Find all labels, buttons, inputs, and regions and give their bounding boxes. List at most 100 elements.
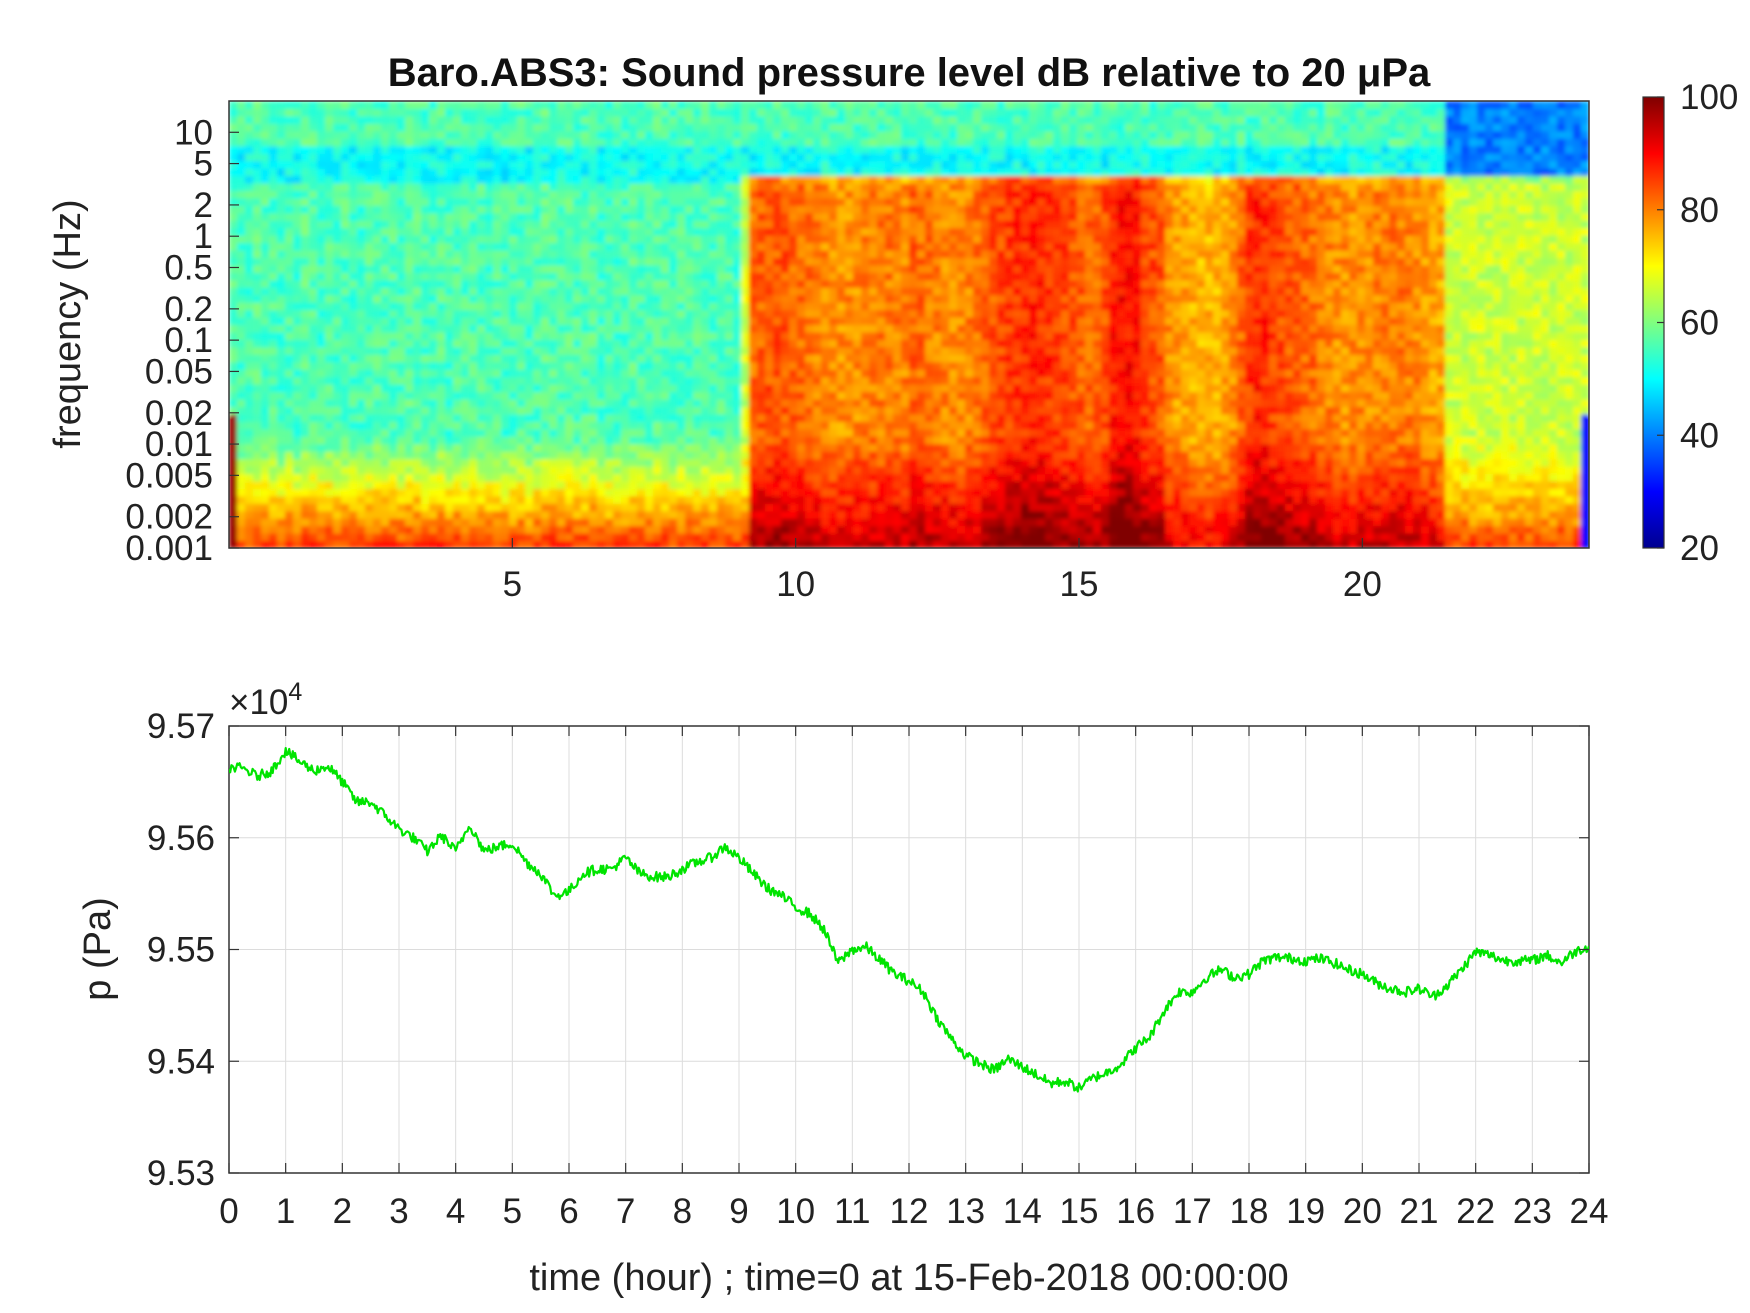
- spectrogram-cell: [333, 346, 342, 355]
- spectrogram-cell: [485, 242, 494, 251]
- spectrogram-cell: [389, 518, 398, 527]
- spectrogram-cell: [381, 473, 390, 482]
- spectrogram-cell: [501, 272, 510, 281]
- spectrogram-cell: [701, 495, 710, 504]
- spectrogram-cell: [765, 309, 774, 318]
- spectrogram-cell: [469, 264, 478, 273]
- spectrogram-cell: [237, 130, 246, 139]
- spectrogram-cell: [597, 123, 606, 132]
- spectrogram-cell: [629, 488, 638, 497]
- spectrogram-cell: [541, 160, 550, 169]
- spectrogram-cell: [253, 369, 262, 378]
- spectrogram-cell: [501, 354, 510, 363]
- spectrogram-cell: [685, 451, 694, 460]
- spectrogram-cell: [845, 480, 854, 489]
- spectrogram-cell: [389, 346, 398, 355]
- spectrogram-cell: [389, 428, 398, 437]
- spectrogram-cell: [341, 250, 350, 259]
- spectrogram-cell: [781, 130, 790, 139]
- spectrogram-cell: [733, 525, 742, 534]
- spectrogram-cell: [301, 205, 310, 214]
- spectrogram-cell: [861, 533, 870, 542]
- spectrogram-cell: [805, 309, 814, 318]
- spectrogram-cell: [725, 257, 734, 266]
- spectrogram-cell: [533, 369, 542, 378]
- spectrogram-cell: [557, 413, 566, 422]
- spectrogram-cell: [717, 421, 726, 430]
- spectrogram-cell: [701, 473, 710, 482]
- spectrogram-cell: [589, 115, 598, 124]
- spectrogram-cell: [437, 413, 446, 422]
- spectrogram-cell: [741, 376, 750, 385]
- spectrogram-cell: [229, 503, 238, 512]
- spectrogram-cell: [669, 384, 678, 393]
- spectrogram-cell: [277, 495, 286, 504]
- spectrogram-cell: [477, 272, 486, 281]
- spectrogram-cell: [381, 428, 390, 437]
- spectrogram-cell: [845, 309, 854, 318]
- spectrogram-cell: [661, 101, 670, 110]
- spectrogram-cell: [525, 376, 534, 385]
- spectrogram-cell: [637, 451, 646, 460]
- spectrogram-cell: [701, 130, 710, 139]
- spectrogram-cell: [717, 101, 726, 110]
- spectrogram-cell: [229, 540, 238, 548]
- spectrogram-cell: [477, 212, 486, 221]
- spectrogram-cell: [725, 384, 734, 393]
- spectrogram-cell: [317, 346, 326, 355]
- spectrogram-cell: [725, 436, 734, 445]
- spectrogram-cell: [821, 250, 830, 259]
- spectrogram-cell: [581, 212, 590, 221]
- spectrogram-cell: [861, 101, 870, 110]
- spectrogram-cell: [293, 220, 302, 229]
- spectrogram-cell: [861, 115, 870, 124]
- spectrogram-cell: [773, 168, 782, 177]
- spectrogram-cell: [821, 369, 830, 378]
- spectrogram-cell: [397, 443, 406, 452]
- spectrogram-cell: [429, 309, 438, 318]
- spectrogram-cell: [789, 197, 798, 206]
- spectrogram-cell: [757, 346, 766, 355]
- spectrogram-cell: [245, 145, 254, 154]
- spectrogram-cell: [749, 391, 758, 400]
- spectrogram-cell: [437, 540, 446, 548]
- spectrogram-cell: [341, 235, 350, 244]
- spectrogram-cell: [237, 197, 246, 206]
- spectrogram-cell: [837, 250, 846, 259]
- spectrogram-cell: [429, 488, 438, 497]
- spectrogram-cell: [637, 220, 646, 229]
- spectrogram-cell: [877, 346, 886, 355]
- spectrogram-cell: [573, 540, 582, 548]
- spectrogram-cell: [749, 205, 758, 214]
- spectrogram-cell: [717, 227, 726, 236]
- spectrogram-cell: [861, 346, 870, 355]
- spectrogram-cell: [677, 406, 686, 415]
- spectrogram-cell: [245, 272, 254, 281]
- spectrogram-cell: [405, 533, 414, 542]
- spectrogram-cell: [757, 264, 766, 273]
- spectrogram-cell: [501, 331, 510, 340]
- spectrogram-cell: [277, 197, 286, 206]
- spectrogram-cell: [765, 205, 774, 214]
- spectrogram-cell: [613, 168, 622, 177]
- spectrogram-cell: [373, 212, 382, 221]
- spectrogram-cell: [397, 190, 406, 199]
- spectrogram-cell: [421, 466, 430, 475]
- spectrogram-cell: [621, 115, 630, 124]
- spectrogram-cell: [397, 339, 406, 348]
- spectrogram-cell: [693, 287, 702, 296]
- spectrogram-cell: [677, 495, 686, 504]
- spectrogram-cell: [669, 406, 678, 415]
- spectrogram-cell: [885, 145, 894, 154]
- spectrogram-cell: [645, 525, 654, 534]
- spectrogram-cell: [469, 153, 478, 162]
- spectrogram-cell: [477, 235, 486, 244]
- spectrogram-cell: [301, 331, 310, 340]
- spectrogram-cell: [837, 227, 846, 236]
- spectrogram-cell: [773, 242, 782, 251]
- spectrogram-cell: [829, 250, 838, 259]
- spectrogram-cell: [861, 227, 870, 236]
- spectrogram-cell: [373, 495, 382, 504]
- spectrogram-cell: [557, 235, 566, 244]
- spectrogram-cell: [325, 317, 334, 326]
